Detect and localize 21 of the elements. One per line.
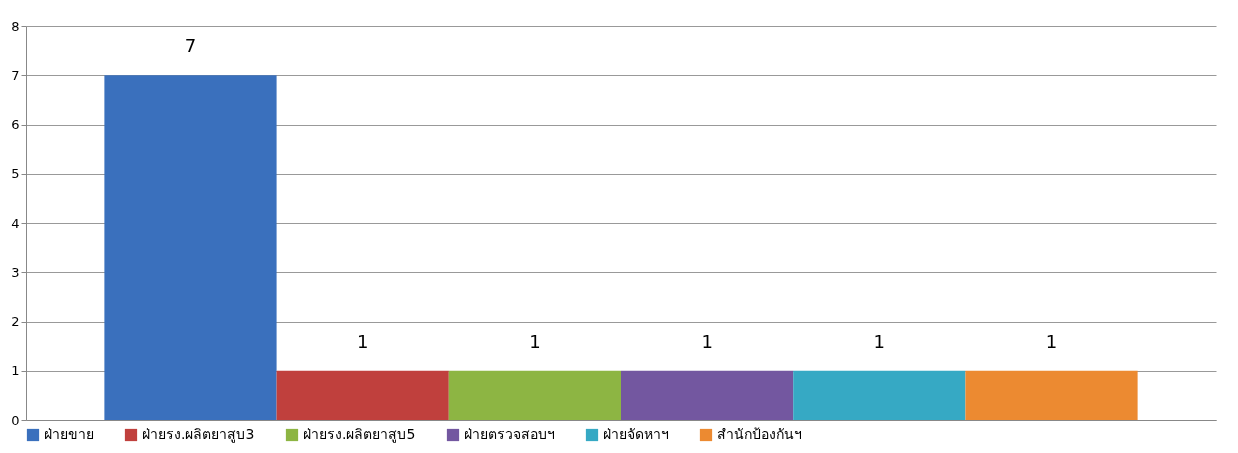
legend-label: ฝ่ายขาย xyxy=(44,426,94,442)
data-label: 7 xyxy=(184,35,197,57)
data-label: 1 xyxy=(701,330,713,352)
legend-label: สำนักป้องกันฯ xyxy=(717,426,802,442)
data-label: 1 xyxy=(356,330,369,352)
y-tick-label: 1 xyxy=(11,363,20,379)
y-tick-label: 0 xyxy=(11,412,20,428)
data-label: 1 xyxy=(873,330,886,352)
y-tick-label: 8 xyxy=(11,18,20,34)
legend-label: ฝ่ายรง.ผลิตยาสูบ5 xyxy=(303,426,416,443)
data-label: 1 xyxy=(529,330,541,352)
y-tick-label: 5 xyxy=(11,166,20,182)
y-tick-label: 4 xyxy=(11,215,20,231)
y-tick-label: 6 xyxy=(11,117,20,132)
legend-label: ฝ่ายจัดหาฯ xyxy=(603,426,669,442)
legend-label: ฝ่ายตรวจสอบฯ xyxy=(464,426,555,442)
data-label: 1 xyxy=(1045,330,1058,352)
y-tick-label: 2 xyxy=(11,314,20,329)
y-tick-label: 3 xyxy=(11,264,20,280)
legend-label: ฝ่ายรง.ผลิตยาสูบ3 xyxy=(142,426,255,443)
y-tick-label: 7 xyxy=(11,67,20,83)
